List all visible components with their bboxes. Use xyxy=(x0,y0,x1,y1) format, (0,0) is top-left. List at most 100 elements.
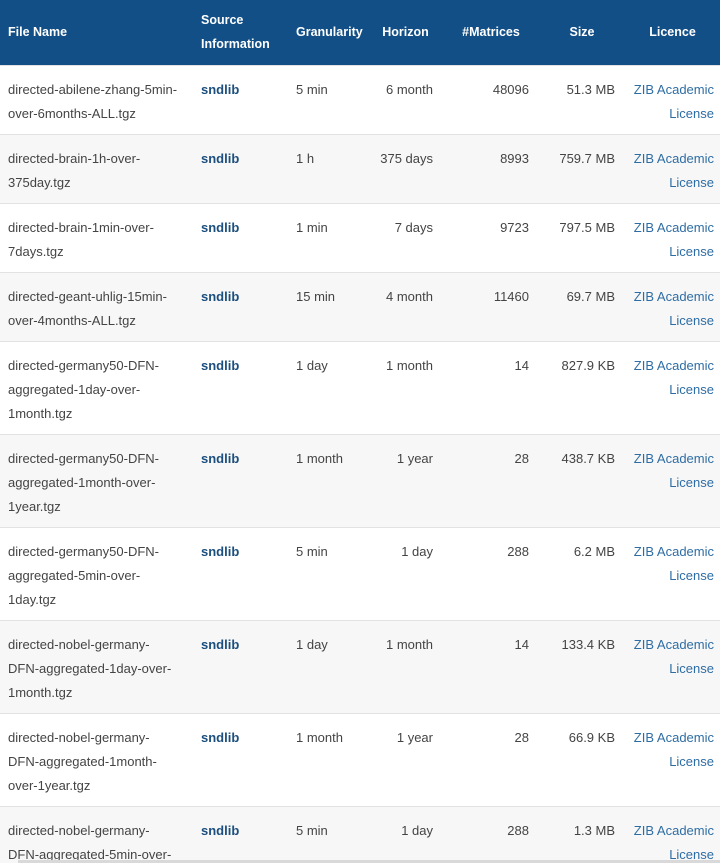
file-name-cell: directed-brain-1h-over-375day.tgz xyxy=(8,150,141,190)
size-cell: 69.7 MB xyxy=(566,288,615,304)
file-name-cell: directed-nobel-germany-DFN-aggregated-1d… xyxy=(8,636,172,700)
horizon-cell: 7 days xyxy=(394,219,433,235)
granularity-cell: 5 min xyxy=(296,81,328,97)
size-cell: 1.3 MB xyxy=(573,822,615,838)
licence-link[interactable]: ZIB Academic License xyxy=(633,636,714,676)
header-size[interactable]: Size xyxy=(569,25,595,40)
licence-cell: ZIB Academic License xyxy=(625,134,720,203)
licence-cell: ZIB Academic License xyxy=(625,341,720,434)
matrices-cell: 48096 xyxy=(492,81,529,97)
granularity-cell: 1 h xyxy=(296,150,315,166)
granularity-cell: 5 min xyxy=(296,543,328,559)
size-cell: 797.5 MB xyxy=(559,219,615,235)
source-cell: sndlib xyxy=(193,203,288,272)
source-cell: sndlib xyxy=(193,272,288,341)
horizon-cell: 1 year xyxy=(396,729,433,745)
table-row: directed-germany50-DFN-aggregated-5min-o… xyxy=(0,527,720,620)
matrices-cell: 9723 xyxy=(500,219,529,235)
source-cell: sndlib xyxy=(193,65,288,134)
source-link[interactable]: sndlib xyxy=(201,81,240,97)
source-link[interactable]: sndlib xyxy=(201,357,240,373)
granularity-cell: 1 day xyxy=(296,636,328,652)
source-link[interactable]: sndlib xyxy=(201,822,240,838)
matrices-cell: 28 xyxy=(514,729,529,745)
file-name-cell: directed-germany50-DFN-aggregated-1day-o… xyxy=(8,357,159,421)
granularity-cell: 5 min xyxy=(296,822,328,838)
header-matrices[interactable]: #Matrices xyxy=(462,25,520,40)
source-link[interactable]: sndlib xyxy=(201,288,240,304)
size-cell: 6.2 MB xyxy=(573,543,615,559)
source-cell: sndlib xyxy=(193,713,288,806)
source-cell: sndlib xyxy=(193,434,288,527)
licence-link[interactable]: ZIB Academic License xyxy=(633,150,714,190)
size-cell: 51.3 MB xyxy=(566,81,615,97)
table-row: directed-geant-uhlig-15min-over-4months-… xyxy=(0,272,720,341)
licence-link[interactable]: ZIB Academic License xyxy=(633,729,714,769)
source-link[interactable]: sndlib xyxy=(201,729,240,745)
file-name-cell: directed-germany50-DFN-aggregated-1month… xyxy=(8,450,159,514)
horizon-cell: 1 day xyxy=(401,822,433,838)
horizontal-scrollbar[interactable] xyxy=(18,860,720,863)
matrices-cell: 14 xyxy=(514,636,529,652)
horizon-cell: 1 month xyxy=(386,636,433,652)
file-name-cell: directed-abilene-zhang-5min-over-6months… xyxy=(8,81,178,121)
granularity-cell: 1 month xyxy=(296,729,343,745)
licence-cell: ZIB Academic License xyxy=(625,620,720,713)
source-cell: sndlib xyxy=(193,620,288,713)
matrices-cell: 8993 xyxy=(500,150,529,166)
licence-cell: ZIB Academic License xyxy=(625,65,720,134)
table-row: directed-nobel-germany-DFN-aggregated-5m… xyxy=(0,806,720,863)
table-body: directed-abilene-zhang-5min-over-6months… xyxy=(0,65,720,863)
header-horizon[interactable]: Horizon xyxy=(382,25,429,40)
file-name-cell: directed-geant-uhlig-15min-over-4months-… xyxy=(8,288,167,328)
header-granularity[interactable]: Granularity xyxy=(296,25,363,40)
table-row: directed-nobel-germany-DFN-aggregated-1m… xyxy=(0,713,720,806)
source-cell: sndlib xyxy=(193,806,288,863)
file-name-cell: directed-brain-1min-over-7days.tgz xyxy=(8,219,154,259)
licence-link[interactable]: ZIB Academic License xyxy=(633,543,714,583)
header-file-name[interactable]: File Name xyxy=(8,25,68,40)
source-link[interactable]: sndlib xyxy=(201,150,240,166)
licence-link[interactable]: ZIB Academic License xyxy=(633,81,714,121)
granularity-cell: 1 month xyxy=(296,450,343,466)
table-row: directed-germany50-DFN-aggregated-1month… xyxy=(0,434,720,527)
source-link[interactable]: sndlib xyxy=(201,636,240,652)
source-cell: sndlib xyxy=(193,527,288,620)
licence-cell: ZIB Academic License xyxy=(625,203,720,272)
licence-cell: ZIB Academic License xyxy=(625,806,720,863)
source-link[interactable]: sndlib xyxy=(201,219,240,235)
header-licence[interactable]: Licence xyxy=(649,25,696,40)
horizon-cell: 1 day xyxy=(401,543,433,559)
source-link[interactable]: sndlib xyxy=(201,450,240,466)
horizon-cell: 1 year xyxy=(396,450,433,466)
table-row: directed-germany50-DFN-aggregated-1day-o… xyxy=(0,341,720,434)
horizon-cell: 6 month xyxy=(386,81,433,97)
horizon-cell: 375 days xyxy=(380,150,433,166)
licence-cell: ZIB Academic License xyxy=(625,713,720,806)
licence-link[interactable]: ZIB Academic License xyxy=(633,450,714,490)
file-name-cell: directed-nobel-germany-DFN-aggregated-1m… xyxy=(8,729,157,793)
licence-cell: ZIB Academic License xyxy=(625,434,720,527)
table-row: directed-brain-1min-over-7days.tgz sndlib… xyxy=(0,203,720,272)
matrices-cell: 14 xyxy=(514,357,529,373)
granularity-cell: 1 min xyxy=(296,219,328,235)
licence-link[interactable]: ZIB Academic License xyxy=(633,219,714,259)
size-cell: 133.4 KB xyxy=(561,636,616,652)
horizon-cell: 4 month xyxy=(386,288,433,304)
licence-cell: ZIB Academic License xyxy=(625,272,720,341)
source-cell: sndlib xyxy=(193,134,288,203)
licence-cell: ZIB Academic License xyxy=(625,527,720,620)
source-link[interactable]: sndlib xyxy=(201,543,240,559)
size-cell: 438.7 KB xyxy=(561,450,616,466)
file-name-cell: directed-nobel-germany-DFN-aggregated-5m… xyxy=(8,822,172,862)
source-cell: sndlib xyxy=(193,341,288,434)
table-row: directed-nobel-germany-DFN-aggregated-1d… xyxy=(0,620,720,713)
table-header: File Name Source Information Granularity… xyxy=(0,0,720,65)
granularity-cell: 1 day xyxy=(296,357,328,373)
header-source-information[interactable]: Source Information xyxy=(201,13,270,52)
licence-link[interactable]: ZIB Academic License xyxy=(633,822,714,862)
licence-link[interactable]: ZIB Academic License xyxy=(633,357,714,397)
licence-link[interactable]: ZIB Academic License xyxy=(633,288,714,328)
file-name-cell: directed-germany50-DFN-aggregated-5min-o… xyxy=(8,543,159,607)
